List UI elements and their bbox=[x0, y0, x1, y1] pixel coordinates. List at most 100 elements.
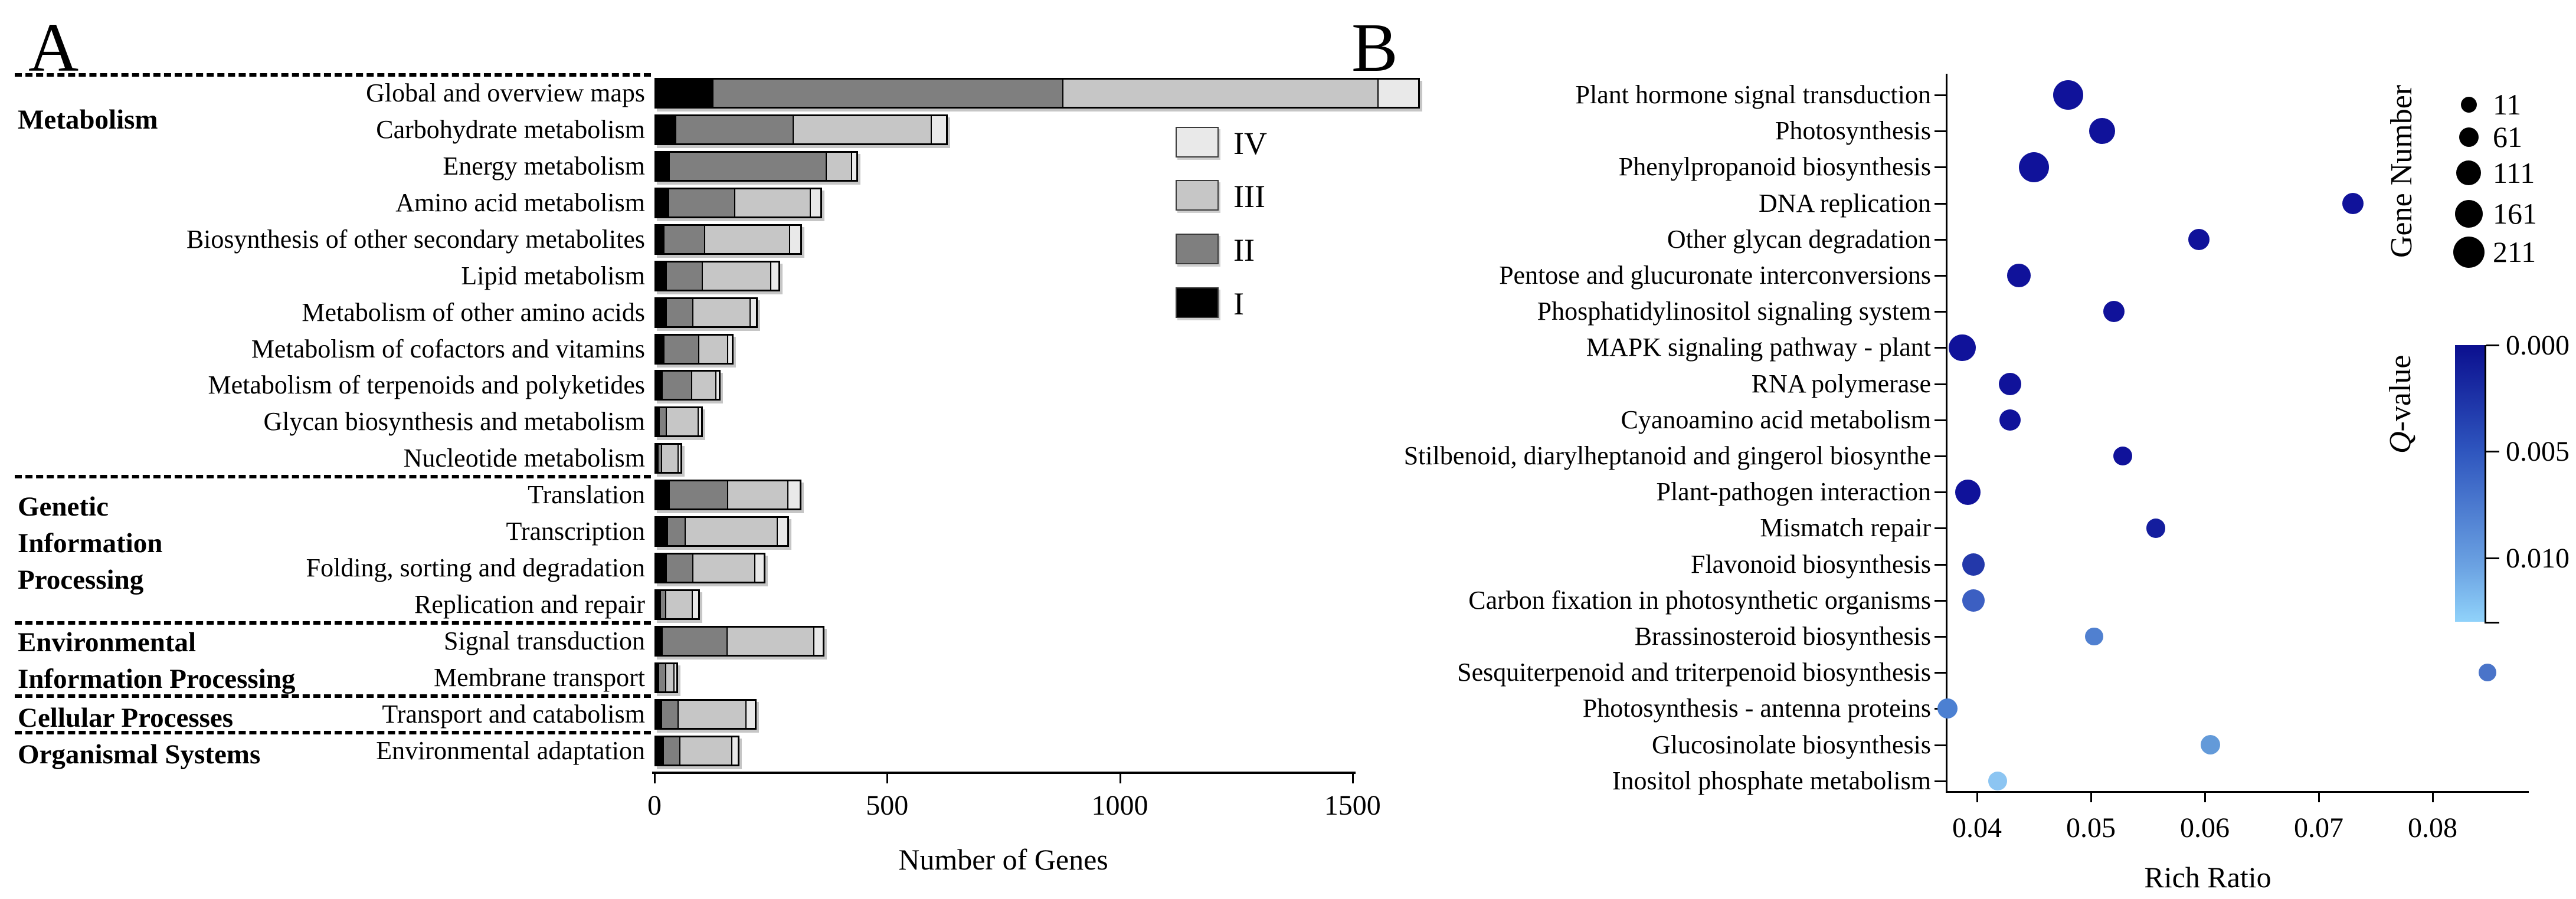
panel-a-bar-row bbox=[654, 333, 734, 365]
panel-a-x-tick-label: 500 bbox=[866, 790, 909, 821]
panel-b-y-tick bbox=[1935, 311, 1946, 313]
gene-number-legend-value: 11 bbox=[2493, 88, 2522, 121]
panel-a-row-label: Carbohydrate metabolism bbox=[376, 114, 645, 144]
panel-a-row-label: Metabolism of cofactors and vitamins bbox=[251, 334, 645, 363]
panel-b-bubble bbox=[2113, 446, 2133, 466]
panel-a-legend-swatch-I bbox=[1176, 287, 1219, 318]
panel-a-bar-segment-III bbox=[665, 664, 674, 691]
panel-a-bar-segment-I bbox=[656, 700, 661, 728]
panel-a-bar-segment-IV bbox=[810, 189, 820, 216]
panel-a-x-tick-label: 0 bbox=[647, 790, 662, 821]
panel-b-bubble bbox=[2478, 664, 2496, 682]
panel-b-y-tick bbox=[1935, 202, 1946, 205]
panel-b-pathway-label: Photosynthesis - antenna proteins bbox=[1582, 694, 1931, 723]
panel-b-x-tick bbox=[1976, 793, 1978, 802]
panel-b-pathway-label: Glucosinolate biosynthesis bbox=[1652, 730, 1931, 759]
panel-b-bubble bbox=[2103, 301, 2125, 323]
panel-a-bar-segment-II bbox=[667, 518, 685, 546]
panel-b-x-tick bbox=[2090, 793, 2092, 802]
panel-a-bar-segment-I bbox=[656, 225, 663, 253]
panel-a-bar-segment-I bbox=[656, 298, 666, 326]
panel-b-pathway-label: RNA polymerase bbox=[1751, 369, 1931, 398]
q-value-title-italic: Q bbox=[2384, 431, 2417, 454]
panel-b-pathway-label: Cyanoamino acid metabolism bbox=[1621, 405, 1931, 434]
panel-b-x-tick-label: 0.08 bbox=[2408, 812, 2457, 844]
panel-b-x-tick-label: 0.06 bbox=[2180, 812, 2230, 844]
panel-a-category-label: Information Processing bbox=[18, 664, 296, 694]
q-value-colorbar-tick-label: 0.000 bbox=[2506, 330, 2570, 361]
panel-a-bar-segment-IV bbox=[715, 372, 719, 399]
panel-a-bar-segment-III bbox=[677, 700, 745, 728]
panel-a-row-label: Energy metabolism bbox=[443, 151, 645, 181]
panel-a-row-label: Biosynthesis of other secondary metaboli… bbox=[186, 224, 645, 254]
panel-a-category-label: Metabolism bbox=[18, 104, 158, 135]
panel-a-category-label: Genetic bbox=[18, 491, 109, 522]
panel-b-letter: B bbox=[1351, 9, 1398, 86]
panel-a-bar-segment-I bbox=[656, 555, 666, 582]
panel-b-bubble bbox=[1937, 698, 1958, 719]
panel-a-bar-row bbox=[654, 516, 790, 547]
panel-a-bar-segment-IV bbox=[745, 700, 755, 728]
panel-a-x-tick-label: 1000 bbox=[1091, 790, 1148, 821]
panel-b-y-tick bbox=[1935, 744, 1946, 746]
panel-a-bar-segment-II bbox=[665, 555, 693, 582]
panel-a-bar-segment-IV bbox=[770, 262, 779, 290]
panel-b-x-axis-line bbox=[1946, 791, 2529, 793]
panel-a-bar-segment-I bbox=[656, 445, 658, 473]
panel-b-y-tick bbox=[1935, 527, 1946, 530]
panel-a-bar-row bbox=[654, 589, 700, 621]
panel-a-bar-segment-IV bbox=[731, 737, 738, 765]
panel-b-bubble bbox=[1962, 589, 1985, 612]
panel-a-row-label: Membrane transport bbox=[434, 662, 645, 692]
panel-b-y-tick bbox=[1935, 672, 1946, 674]
panel-a-bar-segment-III bbox=[690, 372, 716, 399]
panel-a-category-separator bbox=[15, 73, 651, 77]
q-value-colorbar-tick-label: 0.010 bbox=[2506, 542, 2570, 574]
panel-a-legend-label-IV: IV bbox=[1233, 126, 1267, 161]
panel-a-bar-segment-IV bbox=[851, 152, 856, 180]
q-value-colorbar-tick-label: 0.005 bbox=[2506, 436, 2570, 468]
panel-a-bar-segment-III bbox=[684, 518, 777, 546]
panel-a-row-label: Lipid metabolism bbox=[461, 261, 645, 290]
panel-a-bar-segment-IV bbox=[726, 335, 732, 363]
panel-a-x-tick-label: 1500 bbox=[1324, 790, 1381, 821]
gene-number-legend-dot-61 bbox=[2459, 127, 2479, 147]
panel-a-row-label: Metabolism of terpenoids and polyketides bbox=[208, 370, 645, 400]
panel-a-bar-row bbox=[654, 224, 803, 255]
panel-a-bar-segment-IV bbox=[777, 518, 788, 546]
panel-a-bar-segment-IV bbox=[754, 555, 764, 582]
panel-a-bar-row bbox=[654, 698, 757, 730]
panel-a-bar-segment-I bbox=[656, 116, 675, 143]
panel-a-bar-row bbox=[654, 78, 1420, 109]
panel-a-bar-segment-II bbox=[662, 627, 726, 655]
panel-a-legend-swatch-II bbox=[1176, 234, 1219, 264]
panel-a-x-axis-line bbox=[652, 772, 1356, 774]
gene-number-legend-dot-211 bbox=[2453, 236, 2485, 268]
panel-a-bar-row bbox=[654, 735, 739, 766]
panel-a-row-label: Transport and catabolism bbox=[382, 699, 645, 729]
panel-a-bar-segment-II bbox=[665, 262, 702, 290]
panel-a-x-tick bbox=[886, 774, 889, 783]
gene-number-legend-title: Gene Number bbox=[2385, 84, 2418, 258]
panel-a-bar-row bbox=[654, 297, 758, 328]
panel-a-bar-row bbox=[654, 553, 765, 584]
q-value-legend-title: Q-value bbox=[2383, 327, 2418, 481]
panel-b-x-tick bbox=[2204, 793, 2206, 802]
panel-b-pathway-label: Photosynthesis bbox=[1775, 116, 1931, 146]
panel-a-bar-segment-III bbox=[701, 262, 771, 290]
panel-a-bar-row bbox=[654, 114, 948, 145]
panel-b-bubble bbox=[1962, 553, 1985, 576]
panel-a-row-label: Amino acid metabolism bbox=[395, 188, 645, 217]
panel-b-bubble bbox=[1949, 334, 1976, 362]
panel-a-bar-segment-I bbox=[656, 189, 668, 216]
panel-b-bubble bbox=[1999, 372, 2021, 395]
panel-b-bubble bbox=[2089, 118, 2116, 145]
panel-a-bar-segment-III bbox=[665, 591, 692, 619]
panel-a-bar-segment-IV bbox=[1377, 80, 1419, 107]
panel-b-pathway-label: Plant-pathogen interaction bbox=[1656, 477, 1931, 507]
panel-a-row-label: Metabolism of other amino acids bbox=[302, 297, 645, 327]
panel-b-pathway-label: DNA replication bbox=[1758, 188, 1931, 218]
panel-a-bar-row bbox=[654, 625, 824, 657]
gene-number-legend-value: 211 bbox=[2493, 235, 2536, 268]
panel-a-bar-segment-II bbox=[669, 152, 826, 180]
